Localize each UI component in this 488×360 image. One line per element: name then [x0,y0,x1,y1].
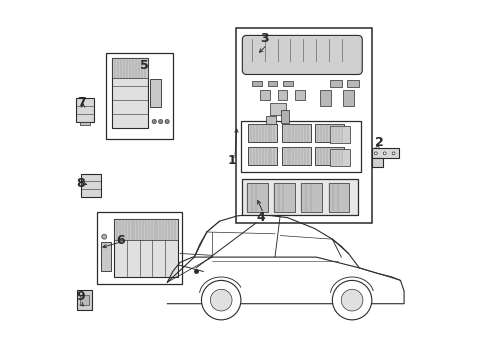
Circle shape [210,289,232,311]
Bar [315,147,344,165]
Bar [81,174,101,197]
Bar [319,90,330,106]
Bar [329,149,349,166]
Circle shape [102,248,106,253]
FancyBboxPatch shape [242,35,362,75]
Circle shape [383,152,386,155]
Bar [346,80,358,87]
Bar [150,79,161,107]
Bar [106,53,172,139]
Bar [242,179,357,215]
Circle shape [341,289,362,311]
Circle shape [332,280,371,320]
Bar [97,212,182,284]
Bar [80,295,88,305]
Circle shape [152,120,156,124]
Circle shape [102,263,106,268]
Bar [269,103,285,114]
Bar [274,183,294,212]
Bar [295,90,305,100]
Text: 5: 5 [140,59,148,72]
Text: 7: 7 [77,96,85,109]
Bar [329,80,341,87]
Bar [281,147,310,165]
Text: 2: 2 [374,136,383,149]
Bar [283,81,292,86]
Circle shape [374,152,377,155]
Bar [101,242,111,271]
Bar [301,183,322,212]
Text: 4: 4 [256,211,264,224]
Circle shape [164,120,169,124]
Bar [235,28,371,223]
Bar [267,81,277,86]
Bar [248,125,277,142]
Bar [114,220,177,239]
Bar [77,290,92,310]
Circle shape [102,234,106,239]
Bar [265,116,276,125]
Bar [329,126,349,143]
Bar [277,90,287,100]
Bar [328,183,349,212]
Bar [112,58,148,129]
Bar [281,125,310,142]
Text: 1: 1 [227,154,236,167]
Bar [112,58,148,78]
Bar [114,220,177,277]
Bar [371,148,398,158]
Bar [80,122,90,125]
Bar [280,110,288,123]
Bar [371,158,382,167]
Text: 6: 6 [116,234,125,247]
Circle shape [391,152,394,155]
Bar [248,147,277,165]
Bar [260,90,269,100]
Text: 8: 8 [76,177,84,190]
Circle shape [158,120,163,124]
Bar [241,121,360,172]
Bar [76,98,94,122]
Bar [246,183,267,212]
Text: 3: 3 [260,32,268,45]
Bar [251,81,261,86]
Bar [315,125,344,142]
Circle shape [201,280,241,320]
Bar [343,90,353,106]
Text: 9: 9 [76,290,84,303]
